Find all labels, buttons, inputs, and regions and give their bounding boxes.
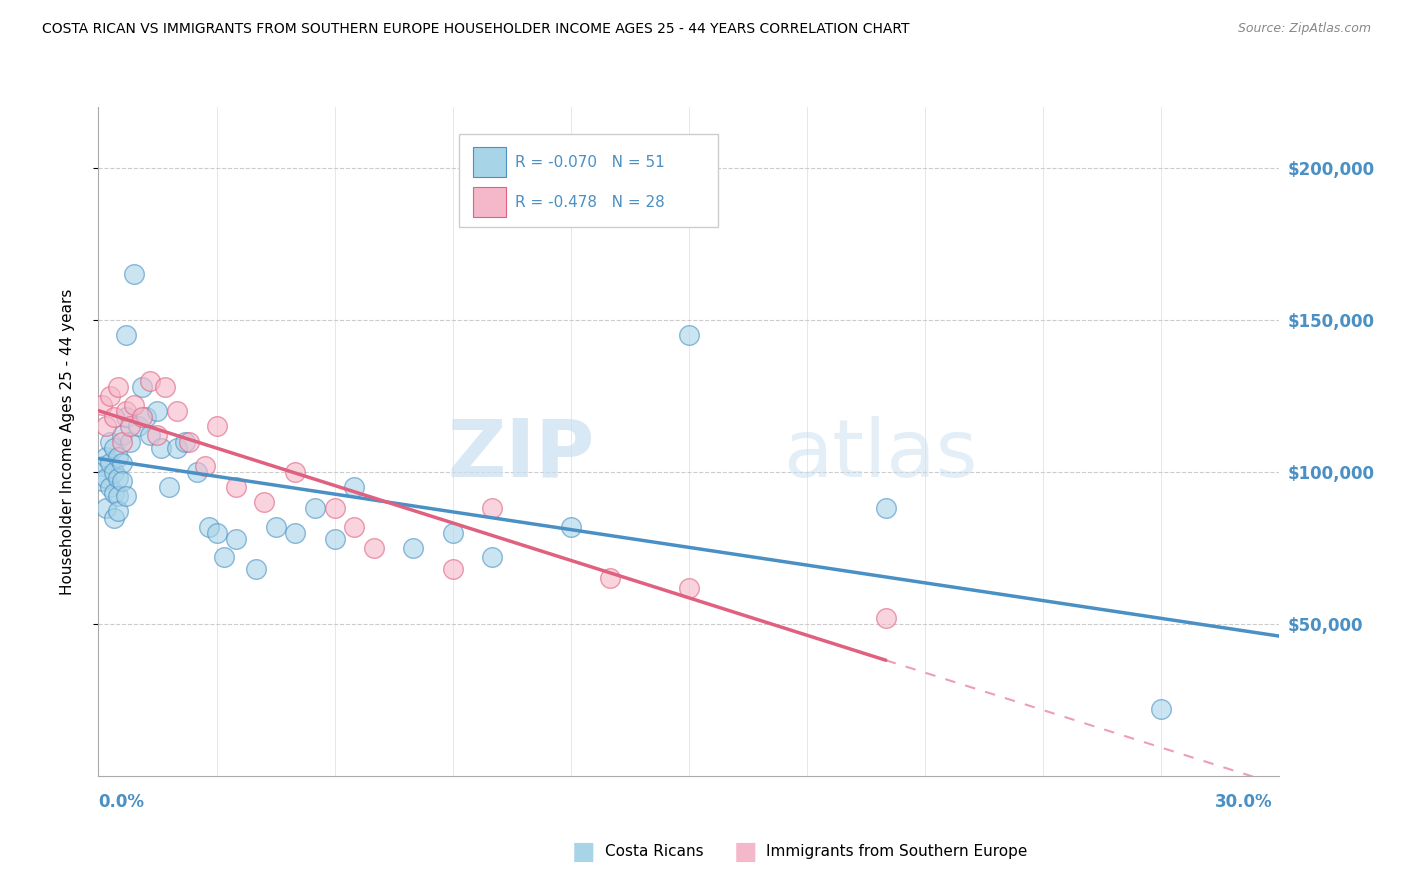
Point <box>284 465 307 479</box>
Text: Costa Ricans: Costa Ricans <box>605 845 703 859</box>
Point <box>225 532 247 546</box>
Point <box>284 525 307 540</box>
Point <box>146 404 169 418</box>
Text: ■: ■ <box>572 840 595 863</box>
Point <box>166 441 188 455</box>
Point <box>363 541 385 555</box>
Bar <box>472 147 506 178</box>
Point <box>96 471 118 485</box>
Text: COSTA RICAN VS IMMIGRANTS FROM SOUTHERN EUROPE HOUSEHOLDER INCOME AGES 25 - 44 Y: COSTA RICAN VS IMMIGRANTS FROM SOUTHERN … <box>42 22 910 37</box>
Point <box>131 380 153 394</box>
Point <box>194 458 217 473</box>
Point <box>115 404 138 418</box>
Point <box>138 374 160 388</box>
Point <box>481 501 503 516</box>
Point <box>155 380 177 394</box>
Point <box>186 465 208 479</box>
Point <box>481 550 503 565</box>
Text: ZIP: ZIP <box>447 416 595 494</box>
Point <box>115 328 138 343</box>
Point <box>875 501 897 516</box>
Point <box>96 419 118 434</box>
Text: 30.0%: 30.0% <box>1215 793 1272 811</box>
Point <box>138 428 160 442</box>
Point <box>560 519 582 533</box>
Point <box>166 404 188 418</box>
Point <box>127 419 149 434</box>
Point <box>111 456 134 470</box>
Point <box>103 465 125 479</box>
Text: R = -0.478   N = 28: R = -0.478 N = 28 <box>516 194 665 210</box>
Text: R = -0.070   N = 51: R = -0.070 N = 51 <box>516 155 665 170</box>
Point <box>245 562 267 576</box>
Point <box>264 519 287 533</box>
Point <box>96 501 118 516</box>
Point <box>343 519 366 533</box>
Point <box>599 571 621 585</box>
Point <box>96 450 118 464</box>
Point <box>343 480 366 494</box>
Point <box>323 532 346 546</box>
Point <box>118 434 141 449</box>
Point <box>197 519 219 533</box>
Point <box>103 410 125 425</box>
Point <box>1150 702 1173 716</box>
Point <box>98 480 121 494</box>
Point <box>678 581 700 595</box>
Point <box>103 441 125 455</box>
Point <box>402 541 425 555</box>
Point <box>174 434 197 449</box>
Text: Source: ZipAtlas.com: Source: ZipAtlas.com <box>1237 22 1371 36</box>
Point <box>98 434 121 449</box>
Point <box>107 471 129 485</box>
Text: ■: ■ <box>734 840 756 863</box>
Point <box>135 410 157 425</box>
Point <box>205 525 228 540</box>
Point <box>91 398 114 412</box>
Point <box>107 380 129 394</box>
Point <box>107 450 129 464</box>
Point <box>111 434 134 449</box>
Point <box>111 474 134 488</box>
Point <box>150 441 173 455</box>
Point <box>875 611 897 625</box>
Point <box>91 458 114 473</box>
Point <box>131 410 153 425</box>
Bar <box>458 134 718 227</box>
Point <box>146 428 169 442</box>
Point <box>157 480 180 494</box>
Point <box>122 268 145 282</box>
Point <box>107 504 129 518</box>
Point <box>98 389 121 403</box>
Point <box>91 474 114 488</box>
Point <box>678 328 700 343</box>
Text: 0.0%: 0.0% <box>98 793 145 811</box>
Point <box>118 419 141 434</box>
Point <box>225 480 247 494</box>
Point <box>214 550 236 565</box>
Point <box>115 410 138 425</box>
Point <box>122 398 145 412</box>
Point <box>441 525 464 540</box>
Point <box>304 501 326 516</box>
Point <box>107 489 129 503</box>
Bar <box>472 186 506 217</box>
Y-axis label: Householder Income Ages 25 - 44 years: Householder Income Ages 25 - 44 years <box>60 288 75 595</box>
Point <box>98 456 121 470</box>
Point <box>177 434 200 449</box>
Point <box>323 501 346 516</box>
Point <box>115 489 138 503</box>
Text: Immigrants from Southern Europe: Immigrants from Southern Europe <box>766 845 1028 859</box>
Point <box>205 419 228 434</box>
Point <box>253 495 276 509</box>
Point <box>103 486 125 500</box>
Point <box>103 510 125 524</box>
Point <box>111 428 134 442</box>
Point <box>441 562 464 576</box>
Text: atlas: atlas <box>783 416 977 494</box>
